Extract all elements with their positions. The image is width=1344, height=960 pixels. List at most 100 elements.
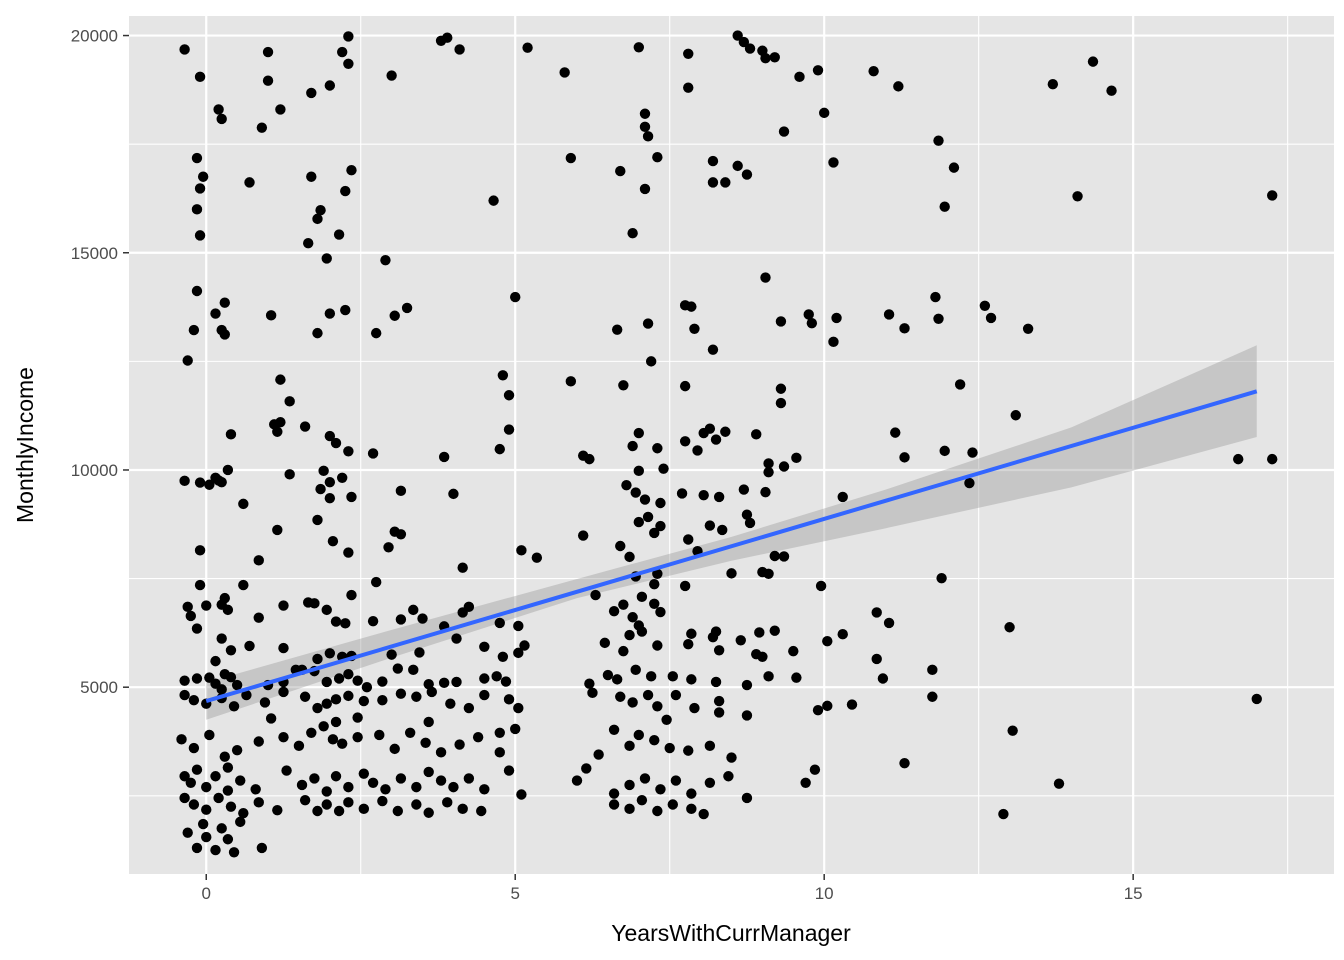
data-point	[321, 604, 332, 616]
data-point	[324, 493, 336, 504]
data-point	[608, 799, 620, 810]
data-point	[713, 645, 725, 656]
data-point	[1010, 410, 1021, 421]
data-point	[519, 640, 530, 651]
data-point	[513, 647, 524, 659]
data-point	[265, 310, 277, 321]
data-point	[883, 617, 895, 629]
data-point	[516, 789, 527, 800]
data-point	[210, 844, 221, 856]
data-point	[611, 674, 623, 685]
data-point	[278, 686, 289, 698]
data-point	[370, 576, 382, 588]
data-point	[717, 524, 728, 536]
data-point	[367, 777, 379, 788]
data-point	[278, 642, 289, 654]
data-point	[324, 430, 336, 442]
data-point	[744, 43, 756, 54]
data-point	[262, 46, 274, 58]
data-point	[272, 524, 283, 536]
data-point	[392, 663, 404, 674]
data-point	[939, 201, 950, 212]
data-point	[408, 664, 419, 676]
data-point	[624, 779, 635, 791]
data-point	[618, 599, 629, 610]
data-point	[182, 601, 193, 613]
data-point	[812, 65, 824, 76]
data-point	[642, 511, 654, 523]
data-point	[389, 743, 400, 755]
data-point	[191, 673, 203, 684]
data-point	[1004, 622, 1015, 633]
data-point	[321, 676, 332, 688]
data-point	[800, 777, 811, 788]
data-point	[593, 749, 604, 760]
data-point	[253, 797, 264, 808]
data-point	[670, 689, 682, 701]
data-point	[194, 230, 206, 241]
data-point	[275, 104, 286, 115]
data-point	[228, 847, 240, 858]
data-point	[741, 792, 753, 804]
data-point	[778, 551, 790, 562]
data-point	[707, 155, 719, 167]
data-point	[479, 689, 490, 701]
data-point	[197, 171, 209, 182]
data-point	[704, 777, 716, 788]
data-point	[352, 731, 363, 743]
data-point	[812, 705, 824, 716]
data-point	[655, 520, 666, 532]
data-point	[710, 434, 722, 445]
data-point	[707, 632, 719, 643]
data-point	[179, 675, 190, 686]
data-point	[457, 562, 468, 573]
data-point	[343, 547, 354, 558]
data-point	[438, 677, 450, 689]
data-point	[809, 764, 821, 775]
data-point	[370, 327, 382, 339]
data-point	[627, 612, 638, 623]
data-point	[488, 195, 499, 206]
data-point	[191, 204, 203, 215]
data-point	[213, 792, 224, 804]
data-point	[188, 742, 200, 754]
x-axis-ticks: 0 5 10 15	[202, 874, 1143, 903]
data-point	[306, 87, 317, 99]
data-point	[377, 695, 388, 706]
data-point	[303, 238, 314, 249]
data-point	[763, 466, 774, 478]
confidence-band	[206, 345, 1257, 720]
data-point	[423, 766, 434, 778]
data-point	[321, 253, 332, 264]
data-point	[250, 784, 261, 795]
data-point	[327, 734, 339, 745]
data-point	[624, 629, 635, 641]
data-point	[713, 707, 725, 718]
data-point	[309, 773, 320, 784]
y-tick-label: 20000	[71, 27, 118, 46]
data-point	[615, 691, 626, 702]
data-point	[312, 327, 323, 339]
data-point	[775, 383, 787, 394]
data-point	[210, 308, 221, 319]
data-point	[216, 476, 227, 488]
data-point	[933, 313, 944, 324]
data-point	[636, 626, 648, 637]
data-point	[336, 472, 348, 483]
data-point	[704, 423, 716, 434]
data-point	[395, 614, 407, 625]
data-point	[343, 58, 354, 69]
data-point	[216, 823, 227, 834]
data-point	[649, 579, 660, 590]
data-point	[265, 713, 277, 724]
data-point	[442, 797, 453, 808]
data-point	[330, 437, 342, 449]
data-point	[846, 699, 858, 710]
data-point	[503, 390, 515, 401]
x-tick-label: 15	[1124, 884, 1143, 903]
data-point	[649, 527, 660, 539]
data-point	[683, 638, 694, 650]
data-point	[188, 324, 200, 336]
data-point	[686, 674, 697, 685]
data-point	[179, 689, 190, 701]
